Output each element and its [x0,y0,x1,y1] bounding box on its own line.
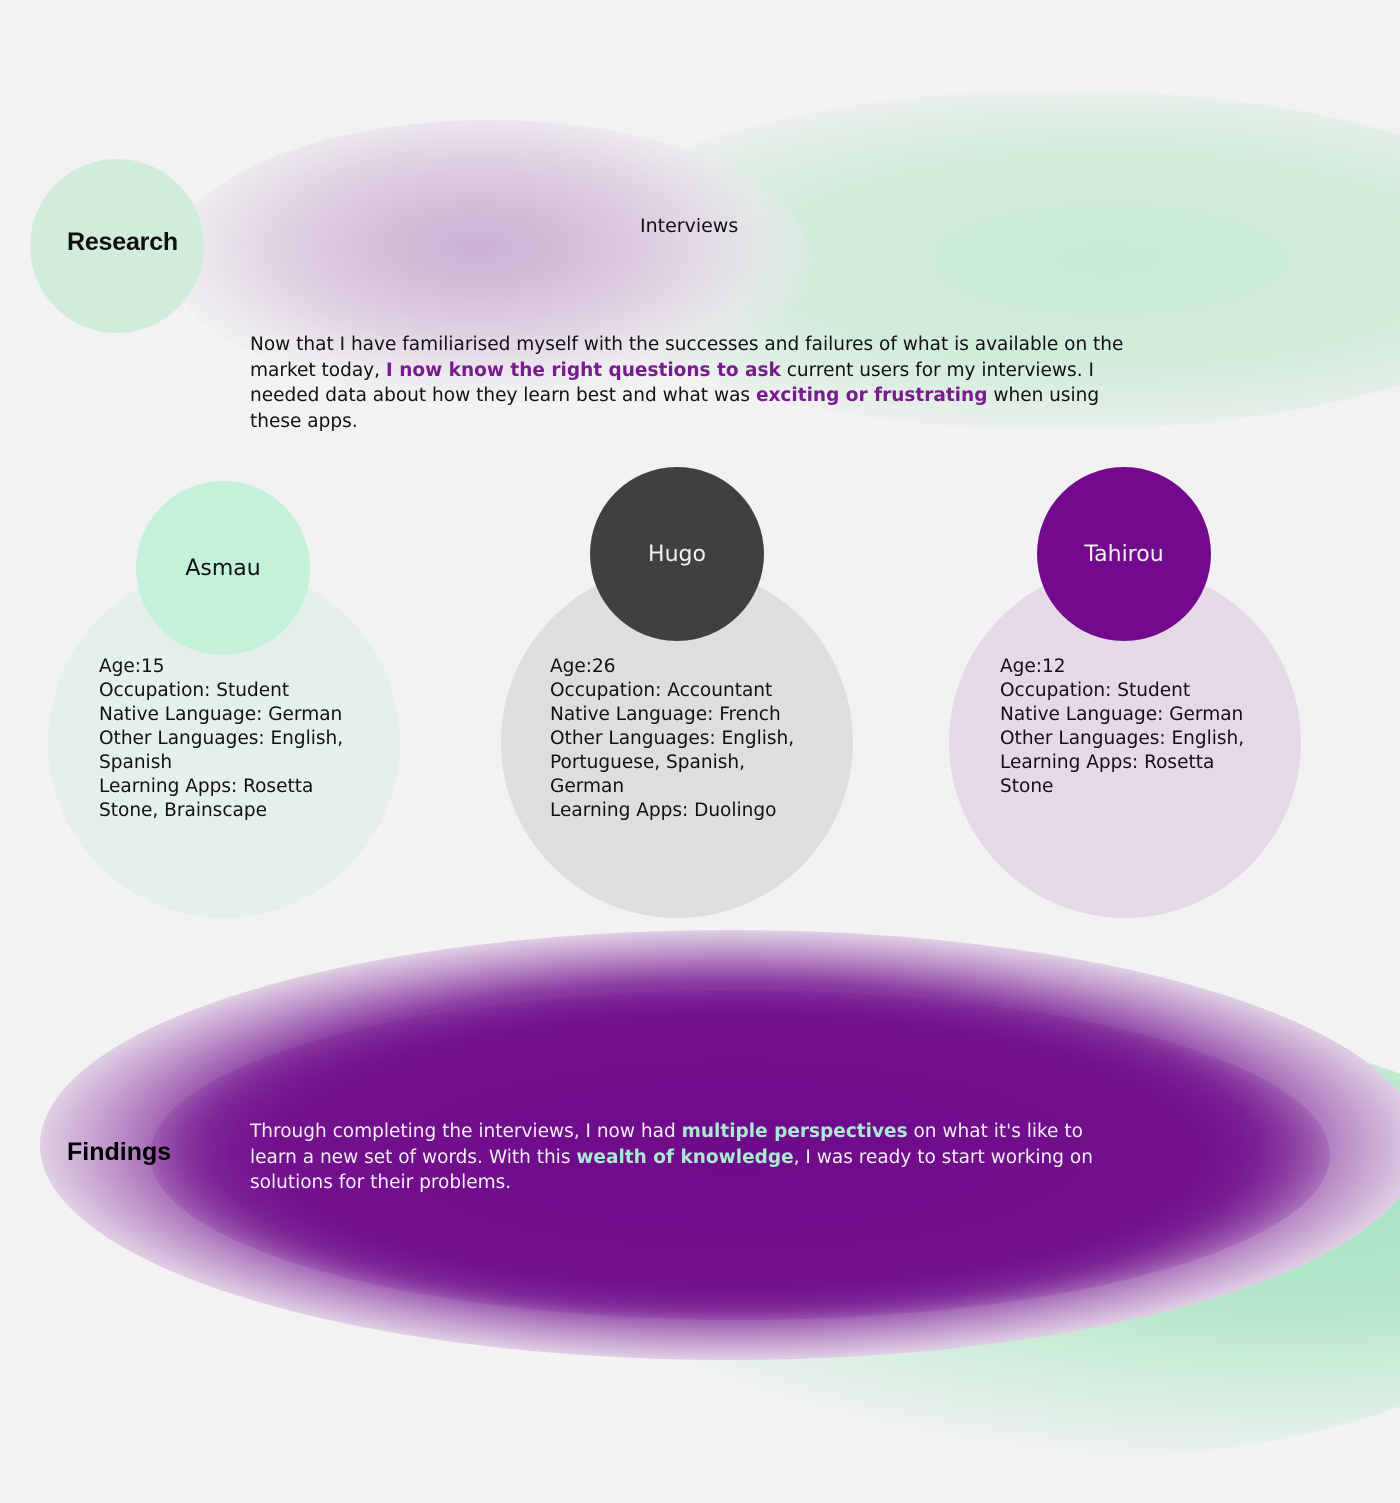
intro-highlight-questions: I now know the right questions to ask [385,359,781,381]
persona-name: Asmau [185,555,261,581]
findings-highlight-knowledge: wealth of knowledge [576,1146,794,1168]
research-intro-paragraph: Now that I have familiarised myself with… [250,332,1130,434]
background-blob-green-bottom [540,1020,1400,1460]
persona-details-hugo: Age:26 Occupation: Accountant Native Lan… [550,656,795,821]
intro-text-part1: Now that I have familiarised myself with… [250,334,1124,381]
research-badge-circle [30,159,204,333]
findings-paragraph: Through completing the interviews, I now… [250,1119,1130,1196]
persona-avatar-tahirou: Tahirou [1037,467,1211,641]
persona-details-tahirou: Age:12 Occupation: Student Native Langua… [1000,656,1245,797]
findings-text-part1: Through completing the interviews, I now… [250,1121,682,1142]
persona-name: Hugo [648,541,706,567]
persona-avatar-hugo: Hugo [590,467,764,641]
intro-text-part2: current users for my interviews. I neede… [250,359,1094,407]
findings-highlight-perspectives: multiple perspectives [681,1121,908,1142]
persona-avatar-asmau: Asmau [136,481,310,655]
findings-text-part2: on what it's like to learn a new set of … [250,1121,1083,1168]
persona-details-asmau: Age:15 Occupation: Student Native Langua… [99,656,344,821]
research-title: Research [67,228,178,256]
findings-text-part3: , I was ready to start working on soluti… [250,1146,1093,1194]
interviews-label: Interviews [640,215,739,237]
intro-text-part3: when using these apps. [250,385,1100,432]
persona-name: Tahirou [1084,541,1164,567]
findings-title: Findings [67,1138,172,1166]
intro-highlight-exciting: exciting or frustrating [755,385,988,406]
